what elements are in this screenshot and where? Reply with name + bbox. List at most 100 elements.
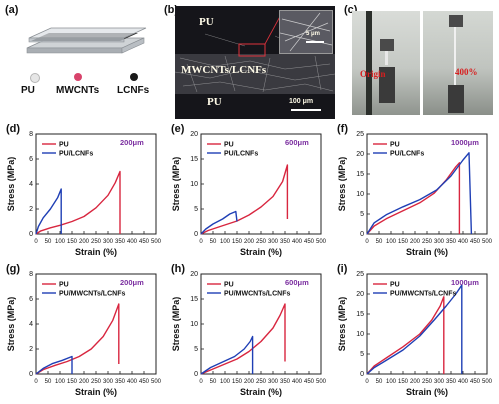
top-pu-layer-edge [28,37,125,43]
x-tick-label: 0 [365,379,369,385]
x-tick-label: 0 [199,379,203,385]
x-tick-label: 250 [422,239,433,245]
stretch-photo-origin: Origin [352,11,420,115]
series-line-0 [366,162,461,235]
x-tick-label: 50 [210,239,217,245]
y-tick-label: 8 [29,271,33,278]
x-tick-label: 350 [446,239,457,245]
x-tick-label: 200 [244,379,255,385]
y-tick-label: 2 [29,206,33,213]
x-tick-label: 200 [410,239,421,245]
panel-tag: (h) [171,263,185,275]
y-tick-label: 4 [29,321,33,328]
y-tick-label: 0 [194,231,198,238]
y-tick-label: 20 [356,151,364,158]
x-tick-label: 150 [398,239,409,245]
sem-scale-label: 100 μm [289,98,314,105]
y-tick-label: 0 [360,231,364,238]
x-tick-label: 150 [232,239,243,245]
legend-label-1: PU/MWCNTs/LCNFs [224,291,290,298]
thickness-label: 600μm [285,278,309,287]
x-tick-label: 250 [91,239,102,245]
legend-label-1: PU/LCNFs [390,151,424,158]
x-tick-label: 0 [365,239,369,245]
series-line-1 [200,335,254,375]
x-tick-label: 200 [410,379,421,385]
x-tick-label: 500 [482,239,493,245]
y-tick-label: 20 [190,131,198,138]
y-tick-label: 10 [190,181,198,188]
sem-label-pu-bottom: PU [207,96,222,108]
x-tick-label: 0 [34,379,38,385]
x-tick-label: 200 [79,379,90,385]
x-tick-label: 500 [316,239,327,245]
y-tick-label: 5 [194,346,198,353]
origin-pillar [366,11,372,115]
stretched-sample [454,27,456,85]
panel-tag: (i) [337,263,348,275]
x-tick-label: 50 [45,379,52,385]
y-tick-label: 5 [360,211,364,218]
y-axis-label: Stress (MPa) [337,297,347,352]
y-tick-label: 20 [356,291,364,298]
x-tick-label: 100 [220,239,231,245]
x-tick-label: 450 [470,239,481,245]
y-tick-label: 20 [190,271,198,278]
thickness-label: 1000μm [451,138,479,147]
x-tick-label: 450 [470,379,481,385]
thickness-label: 200μm [120,138,144,147]
x-tick-label: 450 [304,379,315,385]
y-axis-label: Stress (MPa) [6,157,16,212]
panel-tag: (e) [171,123,185,135]
sem-texture [175,10,335,94]
x-tick-label: 500 [482,379,493,385]
sem-inset-scale-bar [306,41,324,43]
stress-strain-chart-1: (e) 0 50 100 150 200 250 300 350 400 450 500 0 5 10 15 2… [171,123,327,257]
x-tick-label: 450 [139,379,150,385]
sem-inset: 5 μm [279,10,333,54]
plot-frame [200,273,322,375]
sem-mid-band [175,54,335,94]
y-tick-label: 5 [194,206,198,213]
x-tick-label: 400 [458,379,469,385]
legend-label-0: PU [224,282,234,289]
legend-label-1: PU/MWCNTs/LCNFs [390,291,456,298]
x-tick-label: 0 [199,239,203,245]
x-tick-label: 350 [280,379,291,385]
x-tick-label: 250 [256,379,267,385]
x-tick-label: 100 [220,379,231,385]
sem-inset-fibers [279,12,333,52]
y-tick-label: 10 [356,331,364,338]
stress-strain-chart-4: (h) 0 50 100 150 200 250 300 350 400 450 500 0 5 10 15 2… [171,263,327,397]
x-tick-label: 100 [386,379,397,385]
x-tick-label: 250 [256,239,267,245]
x-tick-label: 500 [151,239,162,245]
origin-sample [385,51,388,65]
plot-frame [35,133,157,235]
x-tick-label: 350 [115,239,126,245]
y-tick-label: 25 [356,131,364,138]
x-tick-label: 350 [280,239,291,245]
thickness-label: 200μm [120,278,144,287]
y-tick-label: 10 [356,191,364,198]
plot-frame [35,273,157,375]
series-line-0 [200,303,286,375]
x-tick-label: 400 [127,379,138,385]
legend-label-0: PU [224,142,234,149]
x-tick-label: 250 [422,379,433,385]
stress-strain-chart-5: (i) 0 50 100 150 200 250 300 350 400 450 500 0 5 10 15 2… [337,263,493,397]
series-line-0 [35,303,120,375]
stretched-upper-clamp [449,15,463,27]
x-tick-label: 500 [151,379,162,385]
pu-legend-dot [30,73,40,83]
x-tick-label: 300 [434,379,445,385]
x-tick-label: 400 [458,239,469,245]
x-tick-label: 0 [34,239,38,245]
film-stack-illustration [26,27,147,54]
x-tick-label: 100 [55,239,66,245]
y-tick-label: 25 [356,271,364,278]
sem-label-mwcnts-lcnfs: MWCNTs/LCNFs [181,64,267,76]
bottom-pu-layer-side [121,37,145,54]
x-tick-label: 300 [103,379,114,385]
series-line-1 [366,152,473,235]
